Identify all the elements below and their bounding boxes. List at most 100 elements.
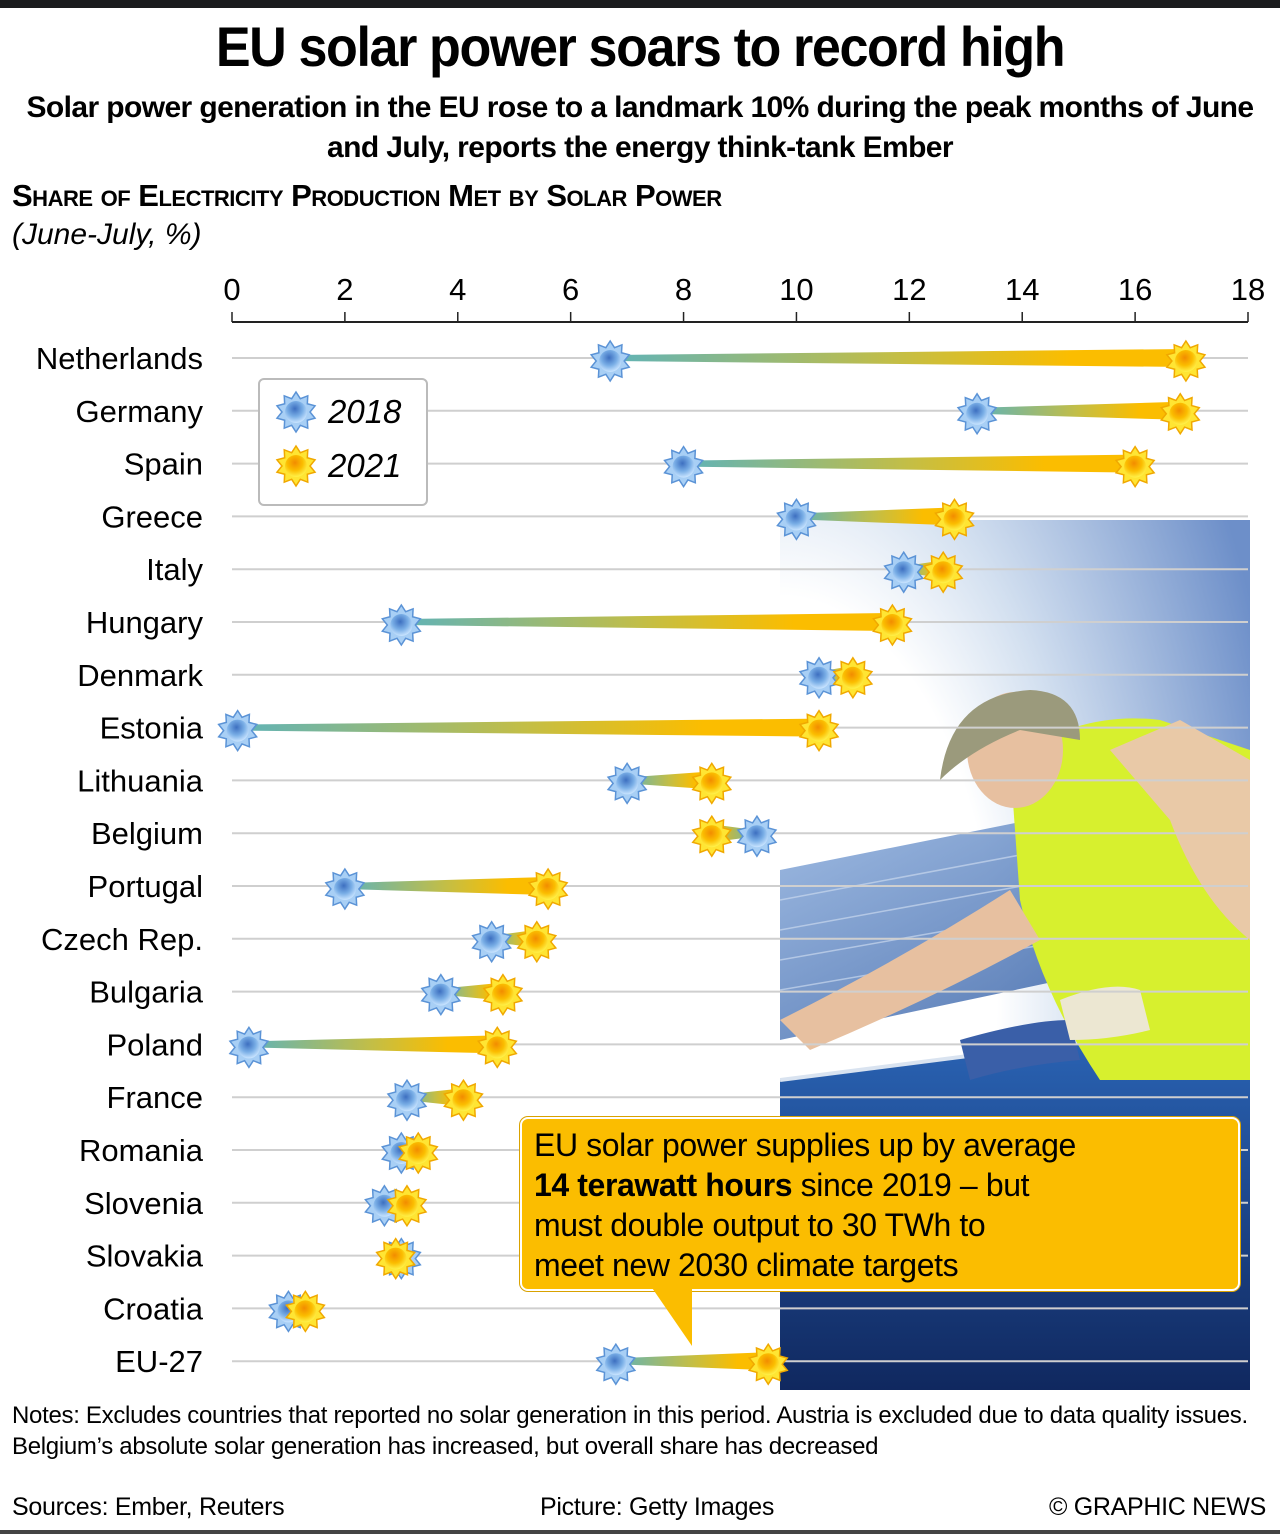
callout-line-2: 14 terawatt hours since 2019 – but (534, 1167, 1030, 1203)
connector (627, 771, 712, 790)
top-bar (0, 0, 1280, 8)
marker-2018 (883, 550, 925, 594)
marker-core (452, 1089, 475, 1112)
marker-core (390, 614, 413, 636)
marker-core (700, 825, 723, 848)
marker-core (525, 930, 548, 953)
page-subtitle: Solar power generation in the EU rose to… (26, 91, 1255, 164)
marker-core (429, 983, 452, 1006)
category-label: Germany (76, 394, 204, 429)
marker-core (480, 930, 503, 953)
marker-core (700, 772, 723, 795)
legend-item-2021: 2021 (274, 444, 401, 488)
category-label: Hungary (86, 605, 204, 640)
marker-2021 (527, 867, 569, 911)
marker-core (486, 1036, 509, 1059)
x-tick-label: 4 (449, 272, 466, 307)
dumbbell-row (381, 603, 913, 647)
category-label: Slovenia (84, 1186, 204, 1221)
marker-core (294, 1300, 317, 1323)
dumbbell-row (420, 973, 524, 1016)
category-label: Denmark (77, 658, 203, 693)
dumbbell-row (663, 445, 1156, 488)
marker-2021 (482, 973, 524, 1016)
callout-line-4: meet new 2030 climate targets (534, 1247, 959, 1283)
marker-core (932, 561, 955, 584)
dumbbell-row (589, 339, 1207, 383)
marker-2021 (798, 709, 840, 752)
marker-2021 (386, 1184, 428, 1228)
marker-core (395, 1194, 418, 1217)
marker-2021 (872, 603, 913, 647)
marker-2021 (1114, 445, 1156, 488)
marker-2021 (1165, 339, 1207, 383)
category-label: France (107, 1080, 203, 1115)
connector (401, 613, 893, 631)
connector (683, 454, 1136, 473)
category-label: Netherlands (36, 341, 203, 376)
dumbbell-row (606, 762, 733, 805)
marker-2018 (736, 814, 778, 858)
category-label: Greece (101, 499, 203, 534)
dumbbell-row (228, 1026, 518, 1069)
marker-core (491, 983, 514, 1006)
marker-core (892, 561, 915, 584)
yellow-sun-icon (275, 444, 317, 488)
page-title: EU solar power soars to record high (215, 15, 1066, 78)
marker-2021 (747, 1342, 789, 1386)
bottom-bar (0, 1530, 1280, 1534)
marker-core (966, 402, 989, 425)
category-label: Estonia (100, 711, 204, 746)
marker-core (1124, 455, 1147, 478)
dumbbell-row (471, 920, 558, 964)
category-labels: Netherlands Germany Spain Greece Italy Hungar… (36, 341, 204, 1379)
category-label: Bulgaria (89, 975, 203, 1010)
marker-2021 (934, 498, 975, 541)
dumbbell-row (268, 1290, 326, 1333)
callout-pointer (648, 1282, 692, 1346)
chart-title: Share of Electricity Production Met by S… (12, 178, 722, 213)
marker-core (672, 455, 695, 478)
marker-core (226, 719, 249, 742)
marker-2018 (471, 920, 512, 964)
marker-core (808, 719, 831, 742)
category-label: Slovakia (86, 1239, 204, 1274)
dumbbell-row (798, 656, 874, 700)
marker-core (616, 772, 639, 795)
sources: Sources: Ember, Reuters (12, 1493, 285, 1521)
x-axis: 0 2 4 6 8 10 12 14 16 18 (223, 272, 1265, 323)
marker-2021 (516, 920, 558, 964)
category-label: Spain (124, 447, 203, 482)
dumbbell-row (776, 498, 975, 541)
marker-2018 (663, 445, 704, 488)
x-tick-label: 16 (1118, 272, 1152, 307)
marker-2018 (228, 1026, 270, 1069)
marker-2018 (324, 867, 366, 911)
category-label: Poland (106, 1027, 203, 1062)
category-label: Romania (79, 1133, 204, 1168)
callout-line-1: EU solar power supplies up by average (534, 1127, 1076, 1163)
dumbbell-row (381, 1131, 439, 1175)
dumbbell-row (375, 1237, 422, 1280)
marker-2021 (691, 762, 733, 805)
copyright: © GRAPHIC NEWS (1048, 1493, 1266, 1521)
notes: Notes: Excludes countries that reported … (12, 1402, 1248, 1460)
marker-2021 (1159, 392, 1201, 436)
category-label: Lithuania (77, 763, 204, 798)
marker-core (808, 666, 831, 689)
legend-item-2018: 2018 (274, 390, 401, 434)
category-label: Italy (146, 552, 203, 587)
connector (344, 877, 549, 895)
x-tick-label: 10 (779, 272, 813, 307)
marker-core (1169, 402, 1192, 425)
x-tick-label: 6 (562, 272, 579, 307)
x-tick-label: 12 (892, 272, 926, 307)
connector (977, 401, 1181, 420)
category-label: Croatia (103, 1291, 204, 1326)
marker-core (599, 350, 622, 372)
dumbbell-row (364, 1184, 428, 1228)
connector (237, 718, 820, 737)
marker-2021 (832, 656, 874, 700)
marker-2021 (691, 814, 733, 858)
marker-core (395, 1089, 418, 1112)
